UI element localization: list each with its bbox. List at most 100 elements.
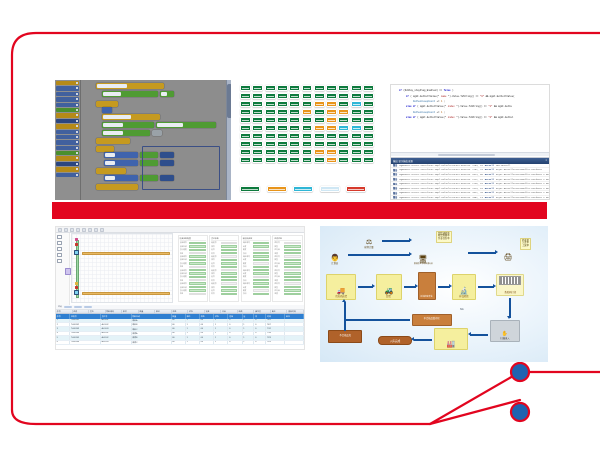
palette-item-canvas1[interactable] [56,151,79,156]
property-row[interactable]: 优先级 [274,262,301,265]
flow-node-reject-store[interactable]: 不合格品库 [328,330,362,343]
slot-cell[interactable] [350,100,362,108]
slot-cell[interactable] [264,108,276,116]
property-row[interactable]: 巷道号 [211,255,238,258]
slot-cell[interactable] [350,132,362,140]
slot-cell[interactable] [276,132,288,140]
slot-cell[interactable] [264,92,276,100]
slot-cell[interactable] [350,156,362,164]
slot-cell[interactable] [252,108,264,116]
property-row[interactable]: 巷道号 [211,282,238,285]
block-get-var-c[interactable] [104,175,138,181]
property-row[interactable]: 设备编号 [180,241,206,244]
palette-item-text[interactable] [56,97,79,102]
slot-cell[interactable] [289,100,301,108]
slot-cell[interactable] [301,108,313,116]
tray-item-door[interactable] [57,259,62,263]
property-row[interactable]: 类型 [274,272,301,275]
property-value[interactable] [220,268,238,272]
slot-cell[interactable] [338,108,350,116]
table-filter-bar[interactable]: 筛选 [56,305,304,310]
block-then[interactable] [96,146,114,152]
property-row[interactable]: 设备编号 [180,268,206,272]
slot-cell[interactable] [264,124,276,132]
slot-cell[interactable] [289,140,301,148]
palette-item-web1[interactable] [56,161,79,167]
property-value[interactable] [220,255,238,258]
blocks-canvas[interactable] [82,80,231,200]
slot-cell[interactable] [301,124,313,132]
property-value[interactable] [189,251,206,255]
palette-item-button1[interactable] [56,129,79,134]
property-row[interactable]: 线体编号 [243,268,269,272]
marker-red-2[interactable] [75,286,79,290]
property-row[interactable]: 方向 [243,292,269,296]
slot-cell[interactable] [326,85,338,92]
slot-cell[interactable] [363,156,374,164]
property-row[interactable]: 方向 [243,251,269,255]
block-number-a[interactable] [160,152,174,158]
slot-cell[interactable] [264,116,276,124]
block-socket[interactable] [152,130,162,136]
property-value[interactable] [252,292,269,296]
tray-item-rack[interactable] [57,235,62,239]
slot-cell[interactable] [338,100,350,108]
block-do[interactable] [96,101,118,107]
slot-cell[interactable] [326,156,338,164]
property-value[interactable] [252,245,269,248]
palette-item-any-component[interactable] [56,172,79,178]
close-icon[interactable]: × [545,159,547,163]
property-row[interactable]: 类型 [274,245,301,248]
property-value[interactable] [284,279,301,282]
slot-cell[interactable] [301,100,313,108]
slot-cell[interactable] [350,148,362,156]
property-row[interactable]: 任务号 [274,268,301,272]
slot-cell[interactable] [326,124,338,132]
flow-node-inbound-complete[interactable]: 入库完成 [378,336,412,345]
palette-item-listview1[interactable] [56,167,79,172]
planner-property-forms[interactable]: 设备参数配置 设备编号 设备名称 运行速度 状态 设备编号 设备名称 运行速度 状态 设备编号 设备… [176,233,304,303]
property-value[interactable] [252,272,269,275]
property-value[interactable] [284,282,301,285]
property-row[interactable]: 类型 [274,258,301,261]
property-row[interactable]: 长度 [243,272,269,275]
property-value[interactable] [252,255,269,258]
property-row[interactable]: 任务号 [274,241,301,244]
tray-item-conveyor[interactable] [57,241,62,245]
property-row[interactable]: 层号 [211,248,238,251]
property-row[interactable]: 进度 [274,279,301,282]
slot-cell[interactable] [338,132,350,140]
palette-item-colors[interactable] [56,107,79,113]
code-line[interactable]: if (DoStay_stayFlag_Enabled) == false) [399,88,547,93]
block-value[interactable] [160,91,174,97]
rack-row-1[interactable] [82,252,170,256]
property-row[interactable]: 巷道号 [211,241,238,244]
property-row[interactable]: 列号 [211,251,238,255]
property-value[interactable] [252,265,269,268]
property-row[interactable]: 运行速度 [180,262,206,265]
slot-cell[interactable] [264,148,276,156]
slot-cell[interactable] [252,148,264,156]
log-panel[interactable]: 输出 显示输出来源 × 警告 mgmtBase.Server.Interfaces… [391,157,549,199]
palette-item-logic[interactable] [56,86,79,91]
code-line[interactable]: DoCheckLoopCount += 1; [399,110,547,115]
block-call-storevalue[interactable] [102,130,150,136]
code-line[interactable]: else if ( mgmt.GetCellValue(" index ").Val… [399,115,547,120]
toolbar-new-icon[interactable] [58,227,62,232]
slot-cell[interactable] [240,124,251,132]
property-row[interactable]: 列号 [211,265,238,268]
slot-cell[interactable] [240,108,251,116]
slot-cell[interactable] [289,116,301,124]
property-value[interactable] [189,289,206,292]
slot-cell[interactable] [363,85,374,92]
property-value[interactable] [189,282,206,285]
property-value[interactable] [284,289,301,292]
property-row[interactable]: 线体编号 [243,255,269,258]
property-row[interactable]: 排号 [211,258,238,261]
table-row[interactable]: 2 T-000102 A-01-02 原料B 60 1 00 1 0 1 0 7/07 [56,322,304,328]
marker-red[interactable] [75,243,79,247]
slot-cell[interactable] [240,85,251,92]
slot-cell[interactable] [240,92,251,100]
toolbar-zoom-out-icon[interactable] [94,227,98,232]
log-row[interactable]: 警告 mgmtBase.Server.Interfaces.Impl.Defaul… [391,196,549,199]
